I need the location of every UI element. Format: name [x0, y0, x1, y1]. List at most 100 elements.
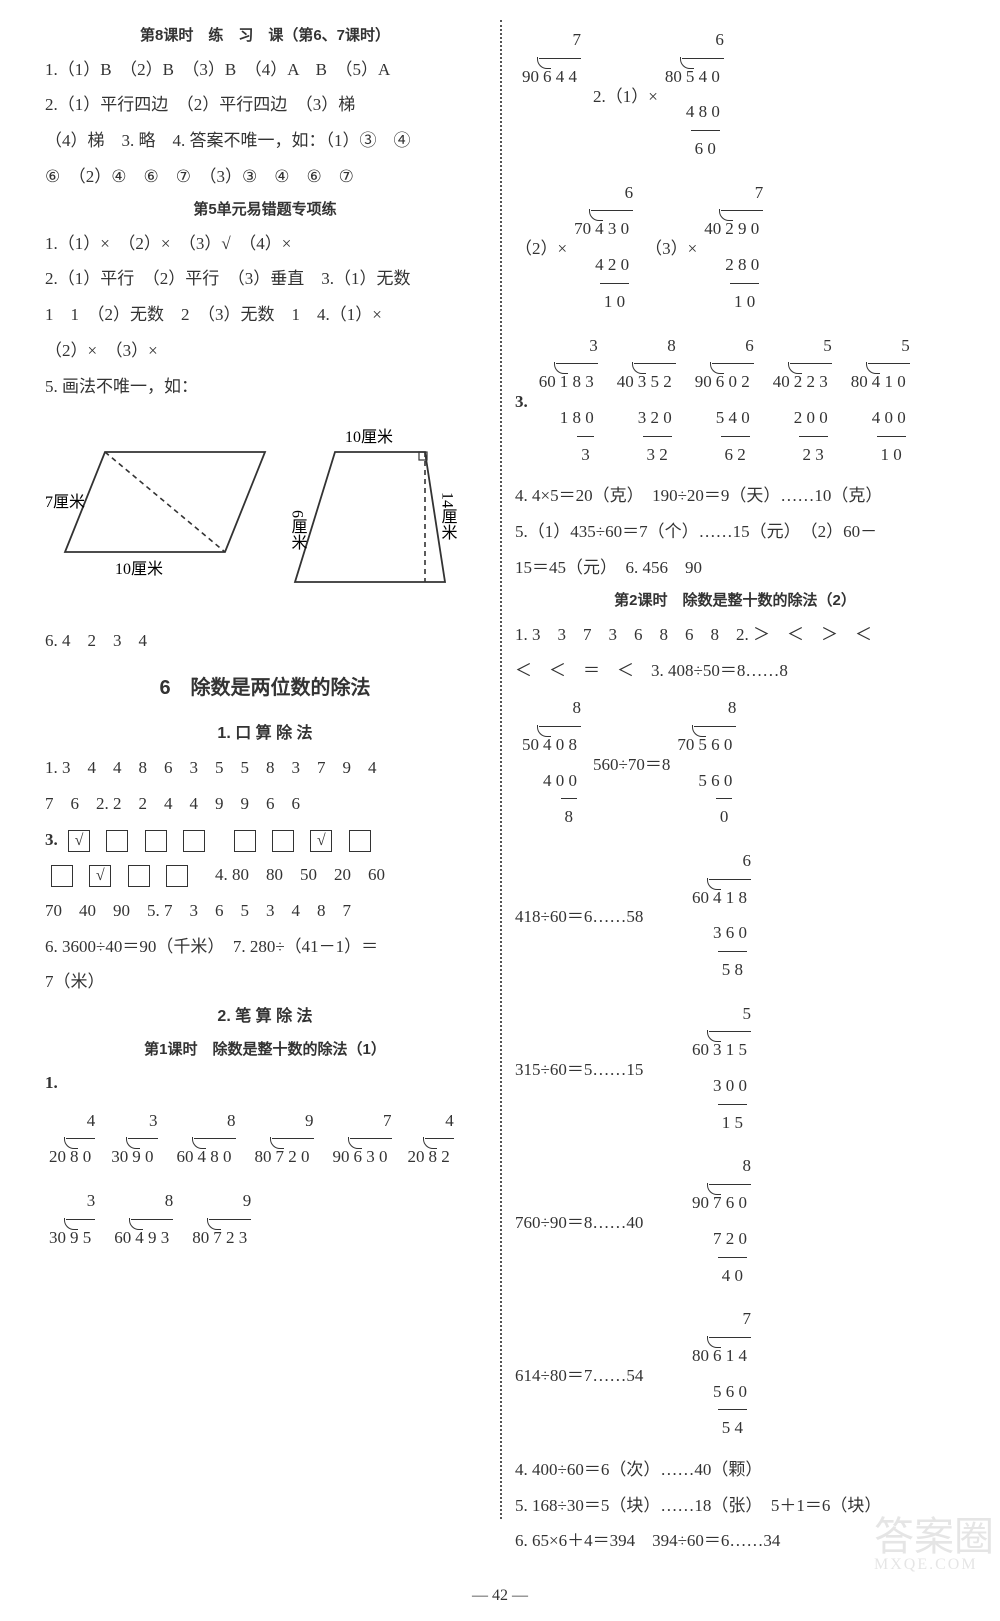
checkbox [128, 865, 150, 887]
text-line: 1.（1）B （2）B （3）B （4）A B （5）A [45, 52, 485, 88]
long-division: 6704 3 04 2 01 0 [571, 175, 635, 320]
lesson1-heading: 第1课时 除数是整十数的除法（1） [45, 1034, 485, 1066]
svg-text:7厘米: 7厘米 [45, 493, 85, 511]
unit5-error-heading: 第5单元易错题专项练 [45, 194, 485, 226]
chapter6-heading: 6 除数是两位数的除法 [45, 667, 485, 709]
watermark-small: MXQE.COM [874, 1557, 994, 1573]
checkbox [106, 830, 128, 852]
q2-2-label: （2）× [515, 231, 567, 267]
svg-text:10厘米: 10厘米 [345, 428, 393, 446]
section1-heading: 1. 口 算 除 法 [45, 717, 485, 751]
text-line: 70 40 90 5. 7 3 6 5 3 4 8 7 [45, 893, 485, 929]
text-line: （2）× （3）× [45, 333, 485, 369]
row: 760÷90＝8……40 8907 6 07 2 04 0 [515, 1146, 955, 1299]
inline-eq: 560÷70＝8 [593, 747, 670, 783]
long-division: 5804 1 04 0 01 0 [848, 328, 912, 473]
checkbox-row: 3. √ √ [45, 822, 485, 858]
long-division: 7402 9 02 8 01 0 [701, 175, 765, 320]
text-line: 1. 3 4 4 8 6 3 5 5 8 3 7 9 4 [45, 750, 485, 786]
text-line: 5. 168÷30＝5（块）……18（张） 5＋1＝6（块） [515, 1488, 955, 1524]
long-division: 3309 0 [111, 1103, 159, 1175]
longdiv-group: 1. 4208 0 3309 0 8604 8 09807 2 07906 3 04… [45, 1065, 485, 1261]
lesson2-heading: 第2课时 除数是整十数的除法（2） [515, 585, 955, 617]
long-division: 8705 6 05 6 00 [674, 690, 738, 835]
long-division: 4208 0 [49, 1103, 97, 1175]
svg-text:14厘米: 14厘米 [439, 492, 458, 540]
checkbox [51, 865, 73, 887]
q2-1-label: 2.（1）× [593, 79, 658, 115]
long-division: 4208 2 [408, 1103, 456, 1175]
checkbox: √ [310, 830, 332, 852]
text-line: 4. 4×5＝20（克） 190÷20＝9（天）……10（克） [515, 478, 955, 514]
q3-label: 3. [45, 830, 58, 849]
row: 3. 3601 8 31 8 038403 5 23 2 03 26906 0 … [515, 326, 955, 479]
checkbox [272, 830, 294, 852]
row: （2）× 6704 3 04 2 01 0 （3）× 7402 9 02 8 0… [515, 173, 955, 326]
text-line: 5. 画法不唯一，如： [45, 369, 485, 405]
checkbox [166, 865, 188, 887]
geometry-diagram: 7厘米 10厘米 10厘米 6厘米 14厘米 [45, 412, 485, 615]
long-division: 3601 8 31 8 03 [536, 328, 600, 473]
inline-eq: 418÷60＝6……58 [515, 899, 685, 935]
text-line: （4）梯 3. 略 4. 答案不唯一，如：（1）③ ④ [45, 123, 485, 159]
svg-text:10厘米: 10厘米 [115, 560, 163, 578]
long-division: 3309 5 [49, 1183, 97, 1255]
checkbox-row: √ 4. 80 80 50 20 60 [45, 857, 485, 893]
long-division: 6906 0 25 4 06 2 [692, 328, 756, 473]
text-line: 15＝45（元） 6. 456 90 [515, 550, 955, 586]
long-division: 9807 2 0 [252, 1103, 316, 1175]
svg-text:6厘米: 6厘米 [289, 510, 308, 550]
row: 7906 4 4 2.（1）× 6805 4 04 8 06 0 [515, 20, 955, 173]
left-column: 第8课时 练 习 课（第6、7课时） 1.（1）B （2）B （3）B （4）A… [30, 20, 500, 1559]
text-line: ＜ ＜ ＝ ＜ 3. 408÷50＝8……8 [515, 653, 955, 689]
right-column: 7906 4 4 2.（1）× 6805 4 04 8 06 0 （2）× 67… [500, 20, 970, 1559]
long-division: 6805 4 04 8 06 0 [662, 22, 726, 167]
text-line: 7（米） [45, 964, 485, 1000]
row: 8504 0 84 0 08 560÷70＝8 8705 6 05 6 00 [515, 688, 955, 841]
inline-eq: 315÷60＝5……15 [515, 1052, 685, 1088]
checkbox: √ [89, 865, 111, 887]
q3-label: 3. [515, 384, 528, 420]
inline-eq: 760÷90＝8……40 [515, 1205, 685, 1241]
text-line: 6. 3600÷40＝90（千米） 7. 280÷（41－1）＝ [45, 929, 485, 965]
row: 315÷60＝5……15 5603 1 53 0 01 5 [515, 994, 955, 1147]
row: 614÷80＝7……54 7806 1 45 6 05 4 [515, 1299, 955, 1452]
long-division: 7906 4 4 [519, 22, 583, 94]
long-division: 6604 1 83 6 05 8 [689, 843, 753, 988]
text-line: 1 1 （2）无数 2 （3）无数 1 4.（1）× [45, 297, 485, 333]
text-line: 6. 4 2 3 4 [45, 623, 485, 659]
long-division: 9807 2 3 [189, 1183, 253, 1255]
text-line: 4. 400÷60＝6（次）……40（颗） [515, 1452, 955, 1488]
text-line: 7 6 2. 2 2 4 4 9 9 6 6 [45, 786, 485, 822]
section2-heading: 2. 笔 算 除 法 [45, 1000, 485, 1034]
text-line: 1.（1）× （2）× （3）√ （4）× [45, 226, 485, 262]
long-division: 5603 1 53 0 01 5 [689, 996, 753, 1141]
text-line: 6. 65×6＋4＝394 394÷60＝6……34 [515, 1523, 955, 1559]
long-division: 8403 5 23 2 03 2 [614, 328, 678, 473]
inline-eq: 614÷80＝7……54 [515, 1358, 685, 1394]
text-line: 2.（1）平行四边 （2）平行四边 （3）梯 [45, 87, 485, 123]
long-division: 8604 8 0 [174, 1103, 238, 1175]
lesson8-heading: 第8课时 练 习 课（第6、7课时） [45, 20, 485, 52]
q2-3-label: （3）× [645, 231, 697, 267]
long-division: 5402 2 32 0 02 3 [770, 328, 834, 473]
checkbox [145, 830, 167, 852]
page: 第8课时 练 习 课（第6、7课时） 1.（1）B （2）B （3）B （4）A… [0, 0, 1000, 1579]
q4-tail: 4. 80 80 50 20 60 [215, 865, 385, 884]
checkbox [234, 830, 256, 852]
text-line: 1. 3 3 7 3 6 8 6 8 2. ＞ ＜ ＞ ＜ [515, 617, 955, 653]
checkbox: √ [68, 830, 90, 852]
text-line: 5.（1）435÷60＝7（个）……15（元） （2）60－ [515, 514, 955, 550]
column-divider [500, 20, 502, 1519]
q1-label: 1. [45, 1065, 58, 1101]
long-division: 8504 0 84 0 08 [519, 690, 583, 835]
page-number: — 42 — [0, 1579, 1000, 1621]
long-division: 7806 1 45 6 05 4 [689, 1301, 753, 1446]
checkbox [349, 830, 371, 852]
text-line: ⑥ （2）④ ⑥ ⑦ （3）③ ④ ⑥ ⑦ [45, 159, 485, 195]
long-division: 7906 3 0 [330, 1103, 394, 1175]
row: 418÷60＝6……58 6604 1 83 6 05 8 [515, 841, 955, 994]
checkbox [183, 830, 205, 852]
text-line: 2.（1）平行 （2）平行 （3）垂直 3.（1）无数 [45, 261, 485, 297]
long-division: 8604 9 3 [111, 1183, 175, 1255]
